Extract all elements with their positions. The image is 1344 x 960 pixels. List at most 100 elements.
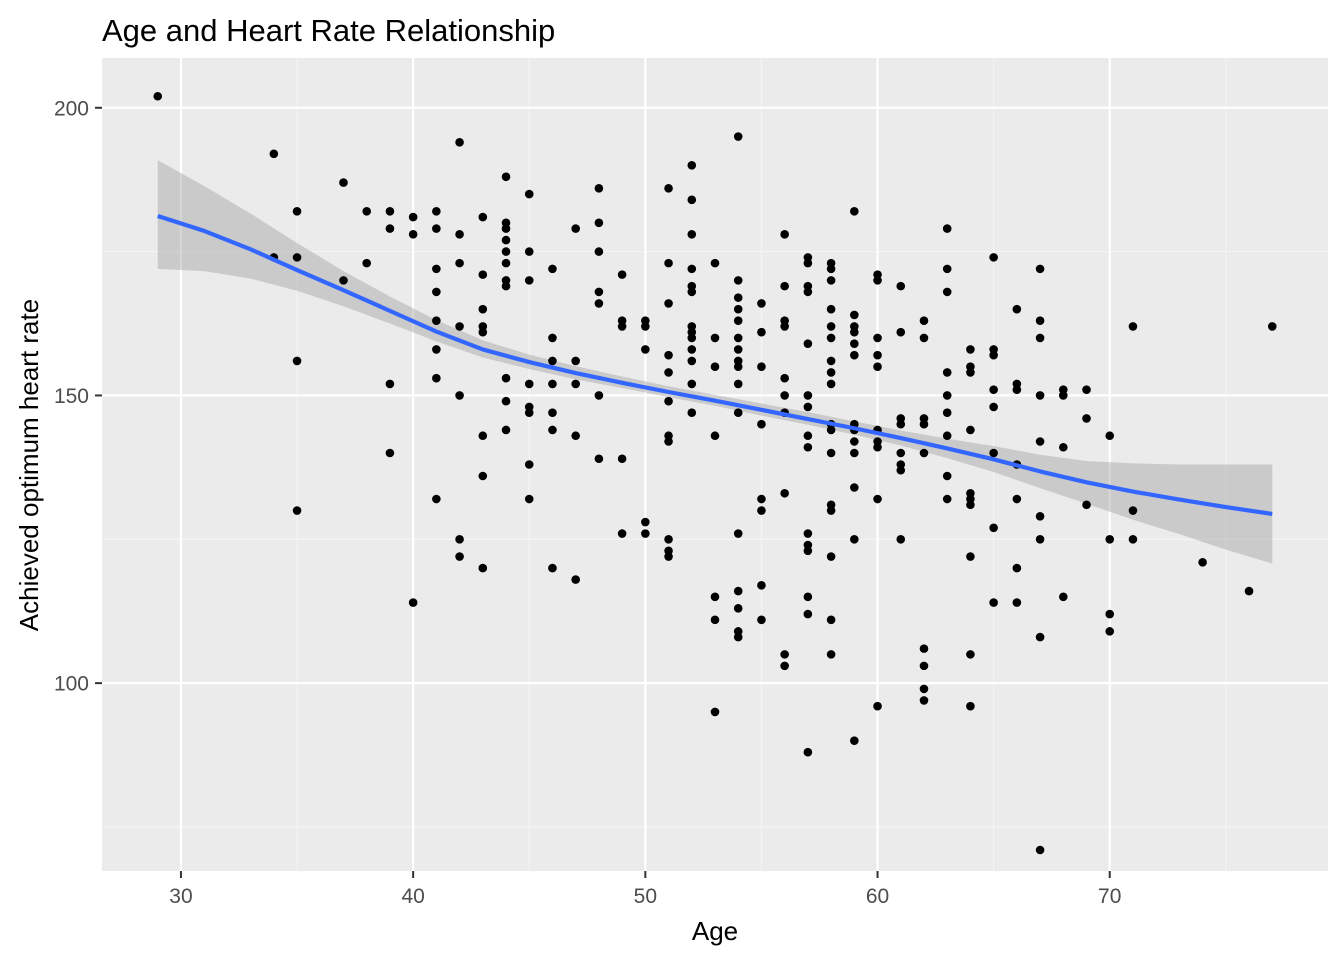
data-point <box>1012 494 1022 504</box>
data-point <box>408 230 418 239</box>
data-point <box>571 431 580 441</box>
data-point <box>733 132 743 141</box>
data-point <box>501 224 511 233</box>
data-point <box>524 379 534 389</box>
data-point <box>733 379 743 389</box>
data-point <box>803 402 813 412</box>
data-point <box>757 419 766 429</box>
data-point <box>733 632 743 642</box>
data-point <box>1128 535 1138 544</box>
data-point <box>687 333 697 343</box>
data-point <box>1105 431 1115 441</box>
data-point <box>571 575 580 584</box>
data-point <box>966 701 975 711</box>
data-point <box>733 362 743 371</box>
data-point <box>501 258 511 268</box>
data-point <box>1082 385 1091 395</box>
data-point <box>826 264 836 274</box>
trend-line-layer <box>157 213 1273 517</box>
data-point <box>524 276 534 285</box>
data-point <box>966 368 975 377</box>
data-point <box>501 235 511 245</box>
data-point <box>1012 598 1022 607</box>
data-point <box>733 276 743 285</box>
data-point <box>850 535 859 544</box>
data-point <box>664 535 673 544</box>
data-point <box>803 747 813 757</box>
data-point <box>501 396 511 406</box>
data-point <box>594 218 604 228</box>
data-point <box>432 373 441 383</box>
data-point <box>942 391 952 400</box>
data-point <box>803 391 813 400</box>
data-point <box>733 604 743 613</box>
data-point <box>710 431 720 441</box>
data-point <box>432 264 441 274</box>
data-point <box>803 609 813 619</box>
data-point <box>989 523 998 533</box>
data-point <box>826 333 836 343</box>
data-point <box>780 650 789 659</box>
data-point <box>524 460 534 469</box>
data-point <box>385 207 395 216</box>
data-point <box>919 684 929 694</box>
data-point <box>548 425 557 435</box>
data-point <box>548 356 557 366</box>
data-point <box>966 650 975 659</box>
data-point <box>687 345 697 354</box>
data-point <box>501 425 511 435</box>
data-point <box>571 379 580 389</box>
data-point <box>733 304 743 314</box>
data-point <box>641 345 650 354</box>
data-point <box>942 224 952 233</box>
data-point <box>455 552 464 561</box>
data-point <box>850 736 859 745</box>
data-point <box>524 247 534 256</box>
data-point <box>850 437 859 446</box>
data-point <box>1035 437 1045 446</box>
data-point <box>942 287 952 297</box>
data-point <box>385 379 395 389</box>
data-point <box>710 615 720 625</box>
data-point <box>803 546 813 556</box>
data-point <box>919 333 929 343</box>
data-point <box>339 276 348 285</box>
data-point <box>942 264 952 274</box>
data-point <box>733 345 743 354</box>
data-point <box>362 207 372 216</box>
data-point <box>432 316 441 325</box>
data-point <box>780 661 789 671</box>
x-tick-label: 30 <box>169 885 192 908</box>
data-point <box>641 529 650 538</box>
data-point <box>687 195 697 205</box>
data-point <box>757 615 766 625</box>
data-point <box>571 356 580 366</box>
y-tick-label: 200 <box>54 97 89 120</box>
data-point <box>850 350 859 360</box>
data-point <box>617 529 627 538</box>
data-point <box>1035 316 1045 325</box>
data-point <box>385 224 395 233</box>
data-point <box>1012 563 1022 573</box>
data-point <box>896 535 906 544</box>
data-point <box>826 368 836 377</box>
x-tick-label: 70 <box>1098 885 1121 908</box>
data-point <box>896 448 906 458</box>
data-point <box>617 270 627 279</box>
data-point <box>153 91 163 101</box>
data-point <box>1059 442 1068 452</box>
data-point <box>989 598 998 607</box>
data-point <box>455 137 464 147</box>
data-point <box>548 379 557 389</box>
data-point <box>1035 333 1045 343</box>
data-point <box>1035 632 1045 642</box>
data-point <box>966 425 975 435</box>
data-point <box>524 494 534 504</box>
data-point <box>710 333 720 343</box>
data-point <box>664 437 673 446</box>
data-point <box>548 264 557 274</box>
data-point <box>664 368 673 377</box>
data-point <box>919 644 929 653</box>
data-point <box>1105 535 1115 544</box>
data-point <box>710 707 720 717</box>
